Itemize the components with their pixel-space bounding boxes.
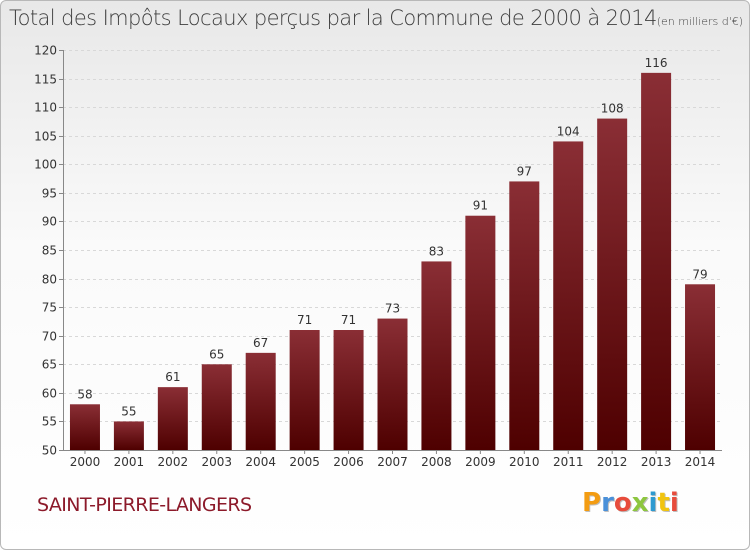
logo-letter-i2: i <box>669 488 679 518</box>
data-label: 73 <box>385 302 400 316</box>
bar-2000 <box>69 404 100 450</box>
x-tick-label: 2007 <box>377 455 408 469</box>
bar-2004 <box>245 352 276 450</box>
y-tick-label: 75 <box>42 301 57 315</box>
y-tick-label: 80 <box>42 273 57 287</box>
bar-2005 <box>289 330 320 450</box>
bar-2009 <box>465 215 496 450</box>
x-tick-label: 2006 <box>333 455 364 469</box>
bar-2012 <box>597 118 628 451</box>
y-tick-label: 55 <box>42 415 57 429</box>
y-tick-label: 70 <box>42 330 57 344</box>
x-tick-label: 2009 <box>465 455 496 469</box>
unit-label: (en milliers d'€) <box>656 15 744 28</box>
x-tick-label: 2004 <box>245 455 276 469</box>
y-tick-label: 50 <box>42 444 57 458</box>
bar-2014 <box>685 284 716 450</box>
bar-2006 <box>333 330 364 450</box>
x-tick-label: 2010 <box>509 455 540 469</box>
proxiti-logo[interactable]: Proxiti <box>582 488 679 518</box>
x-tick-label: 2005 <box>289 455 320 469</box>
y-tick-label: 110 <box>34 101 57 115</box>
bar-2011 <box>553 141 584 450</box>
y-tick-label: 120 <box>34 44 57 58</box>
bar-2003 <box>201 364 232 450</box>
data-label: 108 <box>601 102 624 116</box>
logo-letter-t: t <box>657 488 670 518</box>
data-label: 91 <box>473 199 488 213</box>
bar-2001 <box>113 421 144 450</box>
logo-letter-r: r <box>601 488 614 518</box>
logo-letter-x: x <box>631 488 649 518</box>
x-tick-label: 2011 <box>553 455 584 469</box>
x-tick-label: 2002 <box>158 455 189 469</box>
data-label: 71 <box>341 313 356 327</box>
y-tick-label: 115 <box>34 73 57 87</box>
data-label: 116 <box>645 56 668 70</box>
data-label: 55 <box>121 404 136 418</box>
x-tick-label: 2000 <box>70 455 101 469</box>
bar-2008 <box>421 261 452 450</box>
y-tick-label: 60 <box>42 387 57 401</box>
data-label: 71 <box>297 313 312 327</box>
y-tick-label: 105 <box>34 130 57 144</box>
y-tick-label: 100 <box>34 158 57 172</box>
data-label: 65 <box>209 347 224 361</box>
data-label: 97 <box>517 164 532 178</box>
logo-letter-p: P <box>582 488 602 518</box>
x-tick-label: 2008 <box>421 455 452 469</box>
title-text: Total des Impôts Locaux perçus par la Co… <box>9 6 657 30</box>
x-tick-label: 2014 <box>685 455 716 469</box>
x-tick-label: 2013 <box>641 455 672 469</box>
x-tick-label: 2012 <box>597 455 628 469</box>
data-label: 61 <box>165 370 180 384</box>
logo-letter-i: i <box>648 488 658 518</box>
bar-2010 <box>509 181 540 450</box>
x-tick-label: 2003 <box>201 455 232 469</box>
bar-2002 <box>157 387 188 450</box>
commune-name: SAINT-PIERRE-LANGERS <box>37 494 252 516</box>
logo-letter-o: o <box>613 488 632 518</box>
data-label: 58 <box>77 387 92 401</box>
data-label: 79 <box>692 267 707 281</box>
y-tick-label: 65 <box>42 358 57 372</box>
data-label: 67 <box>253 336 268 350</box>
y-tick-label: 85 <box>42 244 57 258</box>
x-tick-label: 2001 <box>114 455 145 469</box>
bar-2007 <box>377 318 408 450</box>
data-label: 104 <box>557 124 580 138</box>
bar-2013 <box>641 72 672 450</box>
y-tick-label: 95 <box>42 187 57 201</box>
chart-title: Total des Impôts Locaux perçus par la Co… <box>9 6 743 30</box>
y-tick-label: 90 <box>42 215 57 229</box>
data-label: 83 <box>429 244 444 258</box>
